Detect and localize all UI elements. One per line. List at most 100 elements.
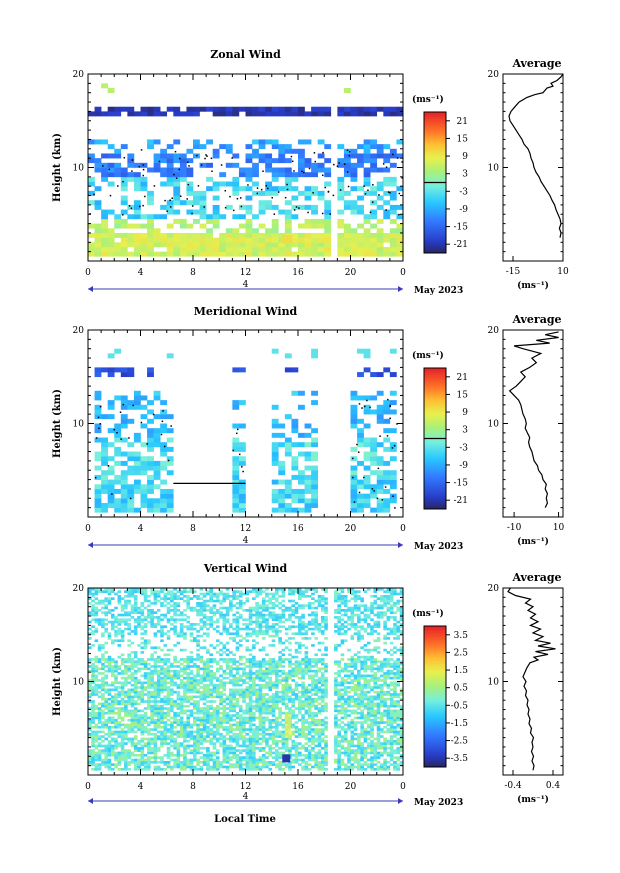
heatmap-cell <box>120 756 125 759</box>
heatmap-cell <box>363 167 371 173</box>
heatmap-cell <box>170 721 174 724</box>
colorbar-tick-label: 9 <box>462 408 468 418</box>
heatmap-cell <box>383 437 391 443</box>
heatmap-cell <box>294 751 299 755</box>
heatmap-cell <box>94 367 102 373</box>
heatmap-cell <box>189 765 194 769</box>
heatmap-cell <box>324 242 332 248</box>
heatmap-cell <box>376 460 384 466</box>
heatmap-cell <box>114 765 118 769</box>
heatmap-cell <box>245 695 250 699</box>
heatmap-cell <box>153 700 158 703</box>
heatmap-cell <box>163 669 168 673</box>
heatmap-cell <box>124 753 128 757</box>
heatmap-cell <box>350 153 358 159</box>
heatmap-cell <box>94 390 102 396</box>
heatmap-cell <box>104 718 108 722</box>
heatmap-cell <box>140 753 145 757</box>
heatmap-cell <box>183 767 187 771</box>
heatmap-cell <box>261 616 266 619</box>
heatmap-cell <box>94 106 102 112</box>
heatmap-cell <box>150 711 154 715</box>
heatmap-cell <box>206 704 210 708</box>
heatmap-cell <box>133 400 141 406</box>
heatmap-cell <box>166 592 171 596</box>
x-tick-label: 4 <box>138 268 144 278</box>
heatmap-cell <box>212 620 217 624</box>
heatmap-cell <box>232 242 240 248</box>
heatmap-cell <box>94 756 99 759</box>
heatmap-cell <box>219 611 223 615</box>
heatmap-cell <box>179 618 184 622</box>
heatmap-cell <box>130 611 135 615</box>
heatmap-cell <box>242 735 246 738</box>
heatmap-cell <box>222 711 227 715</box>
heatmap-cell <box>143 616 148 619</box>
heatmap-cell <box>275 590 279 593</box>
heatmap-cell <box>265 592 269 596</box>
heatmap-cell <box>97 588 102 591</box>
heatmap-cell <box>114 488 122 494</box>
heatmap-cell <box>212 716 217 720</box>
heatmap-cell <box>117 693 122 696</box>
heatmap-cell <box>189 660 194 664</box>
heatmap-cell <box>130 672 135 675</box>
heatmap-cell <box>166 711 171 715</box>
heatmap-cell <box>189 609 194 612</box>
heatmap-cell <box>147 474 154 480</box>
heatmap-cell <box>212 730 217 734</box>
heatmap-cell <box>232 423 240 429</box>
heatmap-cell <box>232 470 240 476</box>
heatmap-cell <box>376 474 384 480</box>
heatmap-cell <box>242 674 246 678</box>
heatmap-cell <box>271 756 276 759</box>
heatmap-cell <box>275 751 279 755</box>
heatmap-cell <box>370 251 378 257</box>
heatmap-cell <box>124 679 128 682</box>
heatmap-cell <box>258 590 263 593</box>
heatmap-cell <box>107 732 112 736</box>
colorbar-segment <box>424 381 446 384</box>
heatmap-cell <box>288 627 292 631</box>
heatmap-cell <box>91 662 95 666</box>
heatmap-cell <box>147 167 154 173</box>
heatmap-cell <box>160 634 164 638</box>
heatmap-cell <box>376 204 384 210</box>
heatmap-cell <box>248 609 253 612</box>
heatmap-cell <box>238 667 243 671</box>
heatmap-cell <box>91 753 95 757</box>
heatmap-cell <box>147 716 151 720</box>
heatmap-cell <box>212 599 217 603</box>
heatmap-cell <box>186 604 191 607</box>
heatmap-cell <box>120 242 128 248</box>
heatmap-cell <box>150 686 154 689</box>
colorbar-segment <box>424 215 446 219</box>
heatmap-cell <box>291 186 299 192</box>
contour-dot <box>256 187 259 189</box>
contour-dot <box>187 183 190 186</box>
contour-dot <box>171 197 174 199</box>
heatmap-cell <box>206 714 210 717</box>
heatmap-cell <box>278 237 286 243</box>
heatmap-cell <box>215 618 220 622</box>
heatmap-cell <box>101 683 105 687</box>
heatmap-cell <box>209 623 213 626</box>
heatmap-cell <box>232 488 240 494</box>
heatmap-cell <box>284 679 289 682</box>
heatmap-cell <box>235 667 240 671</box>
heatmap-cell <box>117 599 122 603</box>
heatmap-cell <box>209 590 213 593</box>
heatmap-cell <box>94 620 99 624</box>
heatmap-cell <box>291 742 296 745</box>
heatmap-cell <box>186 765 191 769</box>
heatmap-cell <box>245 625 250 629</box>
heatmap-cell <box>275 669 279 673</box>
heatmap-cell <box>255 592 259 596</box>
heatmap-cell <box>219 181 227 187</box>
heatmap-cell <box>291 674 296 678</box>
heatmap-cell <box>209 695 213 699</box>
heatmap-cell <box>156 704 161 708</box>
heatmap-cell <box>219 679 223 682</box>
heatmap-cell <box>147 460 154 466</box>
heatmap-cell <box>252 704 256 708</box>
